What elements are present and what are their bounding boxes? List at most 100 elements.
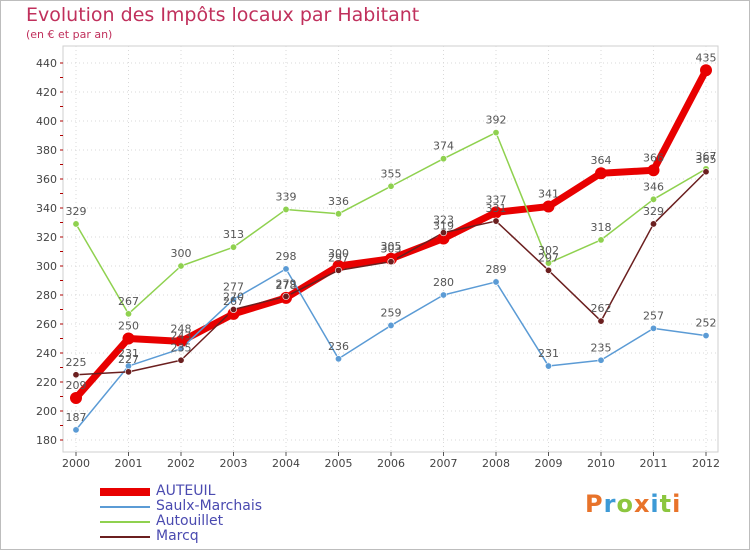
data-point bbox=[544, 266, 552, 274]
legend-swatch bbox=[100, 535, 150, 538]
data-point bbox=[702, 332, 710, 340]
data-label: 279 bbox=[276, 277, 297, 290]
data-label: 257 bbox=[643, 309, 664, 322]
y-tick-label: 200 bbox=[36, 405, 57, 418]
data-label: 209 bbox=[66, 379, 87, 392]
y-tick-label: 440 bbox=[36, 57, 57, 70]
x-tick-label: 2011 bbox=[640, 457, 668, 470]
logo-letter: x bbox=[633, 490, 651, 518]
data-label: 323 bbox=[433, 214, 454, 227]
data-point bbox=[492, 278, 500, 286]
data-point bbox=[544, 362, 552, 370]
data-point bbox=[492, 217, 500, 225]
data-point bbox=[177, 356, 185, 364]
x-tick-label: 2006 bbox=[377, 457, 405, 470]
data-point bbox=[437, 232, 450, 245]
logo-letter: o bbox=[616, 490, 634, 518]
data-point bbox=[122, 332, 135, 345]
data-label: 227 bbox=[118, 353, 139, 366]
data-point bbox=[230, 243, 238, 251]
data-label: 231 bbox=[118, 347, 139, 360]
y-tick-label: 220 bbox=[36, 376, 57, 389]
data-point bbox=[334, 355, 342, 363]
data-label: 367 bbox=[696, 150, 717, 163]
x-tick-label: 2004 bbox=[272, 457, 300, 470]
data-point bbox=[387, 182, 395, 190]
y-tick-label: 360 bbox=[36, 173, 57, 186]
data-label: 243 bbox=[171, 330, 192, 343]
data-point bbox=[542, 200, 555, 213]
chart-legend: AUTEUIL Saulx-Marchais Autouillet Marcq bbox=[100, 484, 262, 544]
data-label: 346 bbox=[643, 180, 664, 193]
legend-label: Marcq bbox=[156, 528, 199, 544]
data-point bbox=[334, 210, 342, 218]
data-point bbox=[282, 265, 290, 273]
x-tick-label: 2010 bbox=[587, 457, 615, 470]
data-point bbox=[702, 168, 710, 176]
data-point bbox=[72, 426, 80, 434]
legend-label: Autouillet bbox=[156, 513, 224, 529]
data-point bbox=[597, 236, 605, 244]
chart-title: Evolution des Impôts locaux par Habitant bbox=[26, 4, 420, 26]
y-tick-label: 400 bbox=[36, 115, 57, 128]
legend-item: AUTEUIL bbox=[100, 484, 262, 499]
data-point bbox=[387, 258, 395, 266]
data-label: 235 bbox=[171, 341, 192, 354]
data-label: 289 bbox=[486, 263, 507, 276]
data-label: 366 bbox=[643, 151, 664, 164]
data-point bbox=[544, 259, 552, 267]
data-point bbox=[490, 206, 502, 219]
data-point bbox=[649, 324, 657, 332]
data-label: 259 bbox=[381, 306, 402, 319]
data-label: 435 bbox=[696, 51, 717, 64]
x-tick-label: 2008 bbox=[482, 457, 510, 470]
x-tick-label: 2002 bbox=[167, 457, 195, 470]
data-label: 267 bbox=[223, 295, 244, 308]
data-label: 331 bbox=[486, 202, 507, 215]
data-point bbox=[597, 356, 605, 364]
data-point bbox=[230, 305, 238, 313]
data-label: 280 bbox=[433, 276, 454, 289]
legend-item: Saulx-Marchais bbox=[100, 499, 262, 514]
data-label: 341 bbox=[538, 188, 559, 201]
data-label: 302 bbox=[538, 244, 559, 257]
data-point bbox=[72, 220, 80, 228]
data-label: 365 bbox=[696, 153, 717, 166]
logo-letter: r bbox=[603, 490, 617, 518]
data-label: 235 bbox=[591, 341, 612, 354]
logo-letter: i bbox=[672, 490, 682, 518]
data-label: 329 bbox=[66, 205, 87, 218]
data-point bbox=[439, 155, 447, 163]
legend-item: Marcq bbox=[100, 529, 262, 544]
data-label: 300 bbox=[171, 247, 192, 260]
data-point bbox=[595, 167, 607, 180]
x-tick-label: 2005 bbox=[325, 457, 353, 470]
y-tick-label: 320 bbox=[36, 231, 57, 244]
y-tick-label: 420 bbox=[36, 86, 57, 99]
x-tick-label: 2009 bbox=[535, 457, 563, 470]
data-label: 297 bbox=[538, 251, 559, 264]
x-tick-label: 2012 bbox=[692, 457, 720, 470]
logo-letter: i bbox=[650, 490, 660, 518]
data-label: 374 bbox=[433, 140, 454, 153]
data-label: 364 bbox=[591, 154, 612, 167]
data-label: 392 bbox=[486, 114, 507, 127]
legend-swatch bbox=[100, 520, 150, 523]
data-label: 187 bbox=[66, 411, 87, 424]
proxiti-logo: Proxiti bbox=[585, 490, 681, 518]
legend-swatch bbox=[100, 487, 150, 496]
data-label: 319 bbox=[433, 219, 454, 232]
data-point bbox=[125, 310, 133, 318]
data-point bbox=[492, 129, 500, 137]
x-tick-label: 2003 bbox=[220, 457, 248, 470]
logo-letter: P bbox=[585, 490, 604, 518]
data-label: 336 bbox=[328, 195, 349, 208]
data-label: 248 bbox=[171, 322, 192, 335]
y-tick-label: 180 bbox=[36, 434, 57, 447]
chart-subtitle: (en € et par an) bbox=[26, 28, 113, 41]
data-point bbox=[647, 164, 660, 177]
data-label: 337 bbox=[486, 193, 507, 206]
data-label: 277 bbox=[223, 280, 244, 293]
data-label: 231 bbox=[538, 347, 559, 360]
y-tick-label: 380 bbox=[36, 144, 57, 157]
